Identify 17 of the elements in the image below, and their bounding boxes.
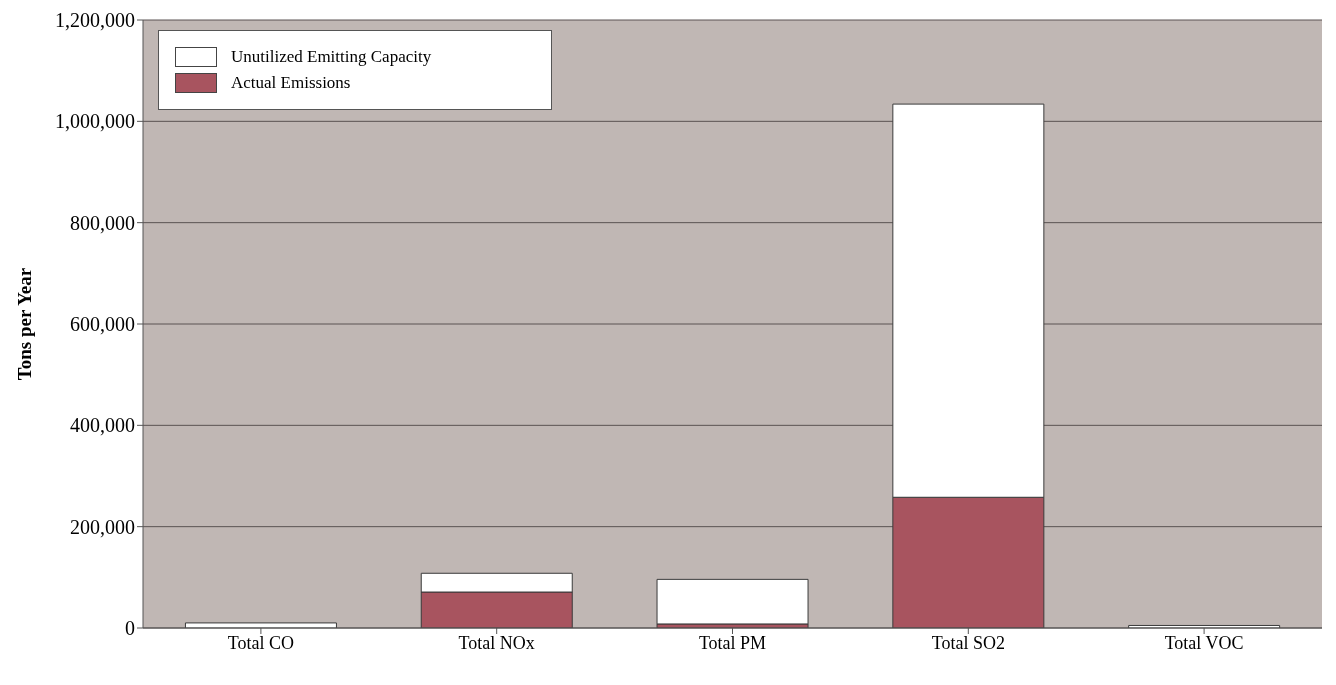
x-tick-label: Total SO2 <box>931 632 1005 653</box>
legend-label: Actual Emissions <box>231 73 351 93</box>
x-tick-label: Total CO <box>227 632 295 653</box>
bar <box>184 622 337 628</box>
y-tick-label: 0 <box>125 617 135 640</box>
x-tick-label: Total VOC <box>1164 632 1244 653</box>
x-tick-label: Total NOx <box>458 632 535 653</box>
legend-label: Unutilized Emitting Capacity <box>231 47 432 67</box>
y-tick-label: 400,000 <box>70 414 135 437</box>
bar <box>656 578 809 625</box>
y-tick-label: 1,000,000 <box>55 110 135 133</box>
y-tick-label: 200,000 <box>70 515 135 538</box>
x-tick-label: Total PM <box>698 632 767 653</box>
y-tick-label: 600,000 <box>70 313 135 336</box>
y-axis-title: Tons per Year <box>13 267 35 381</box>
y-tick-label: 800,000 <box>70 211 135 234</box>
y-tick-label: 1,200,000 <box>55 9 135 32</box>
